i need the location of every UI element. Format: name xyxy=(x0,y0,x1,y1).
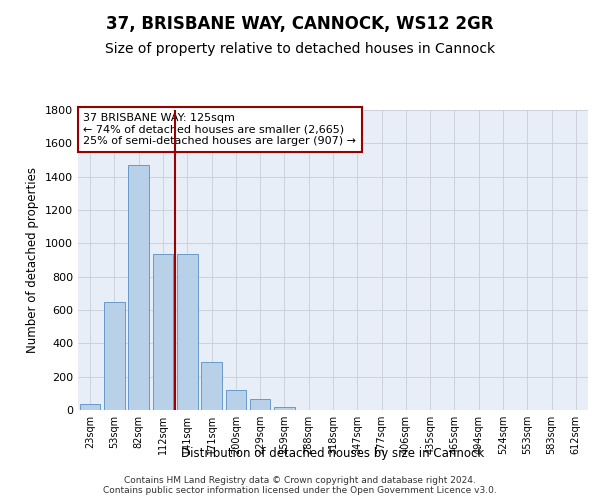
Bar xyxy=(177,254,197,410)
Bar xyxy=(80,404,100,410)
Bar xyxy=(201,362,222,410)
Bar xyxy=(104,302,125,410)
Text: 37 BRISBANE WAY: 125sqm
← 74% of detached houses are smaller (2,665)
25% of semi: 37 BRISBANE WAY: 125sqm ← 74% of detache… xyxy=(83,113,356,146)
Bar xyxy=(250,399,271,410)
Y-axis label: Number of detached properties: Number of detached properties xyxy=(26,167,40,353)
Bar xyxy=(226,390,246,410)
Text: Contains HM Land Registry data © Crown copyright and database right 2024.
Contai: Contains HM Land Registry data © Crown c… xyxy=(103,476,497,495)
Bar xyxy=(274,406,295,410)
Text: Distribution of detached houses by size in Cannock: Distribution of detached houses by size … xyxy=(181,448,485,460)
Text: Size of property relative to detached houses in Cannock: Size of property relative to detached ho… xyxy=(105,42,495,56)
Text: 37, BRISBANE WAY, CANNOCK, WS12 2GR: 37, BRISBANE WAY, CANNOCK, WS12 2GR xyxy=(106,15,494,33)
Bar xyxy=(128,165,149,410)
Bar xyxy=(152,254,173,410)
